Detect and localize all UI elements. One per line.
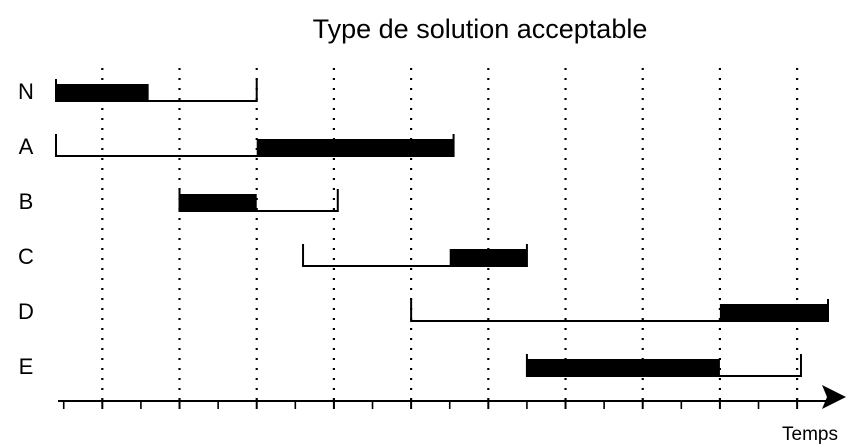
task-label: N [18,79,34,104]
task-row-a: A [19,134,455,159]
time-axis-arrowhead [822,385,846,409]
task-row-c: C [18,244,528,269]
task-row-b: B [19,189,339,214]
task-label: E [19,354,34,379]
task-label: D [18,299,34,324]
gridlines [101,68,799,400]
time-axis-label: Temps [782,424,838,445]
task-row-e: E [19,354,802,379]
solution-bar [526,359,720,376]
task-label: A [19,134,34,159]
solution-bar [56,84,149,101]
diagram-title: Type de solution acceptable [313,14,648,44]
time-axis: Temps [58,385,846,445]
task-label: C [18,244,34,269]
solution-bar [256,139,454,156]
task-row-n: N [18,79,258,104]
task-label: B [19,189,34,214]
solution-bar [449,249,527,266]
solution-bar [179,194,257,211]
solution-bar [719,304,828,321]
time-axis-ticks [62,401,799,409]
task-rows: N A B C D E [18,79,829,379]
task-row-d: D [18,299,829,324]
